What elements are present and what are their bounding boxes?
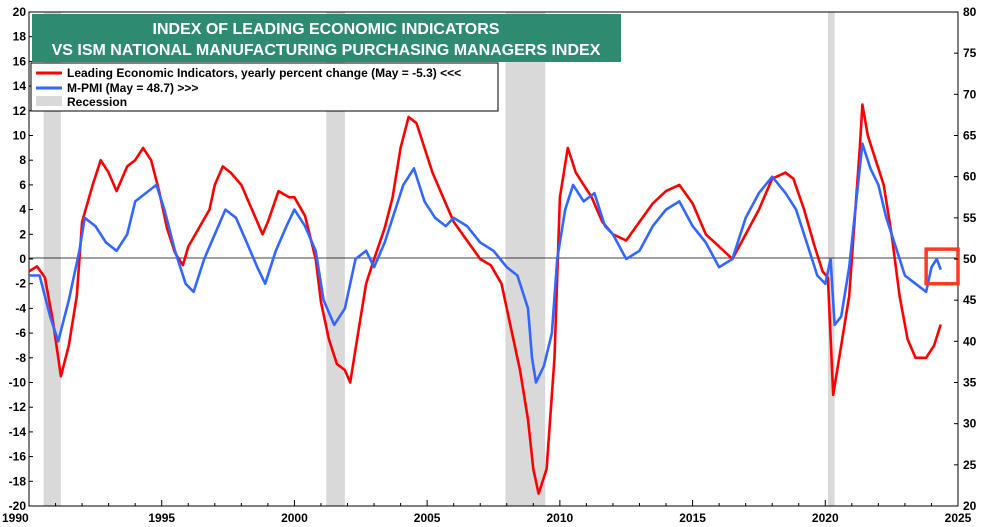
y-axis-right: 80 75 70 65 60 55 50 45 40 35 30 25 20: [954, 5, 977, 513]
y-left-tick-label: 12: [13, 104, 27, 118]
y-left-tick-label: -16: [9, 450, 27, 464]
x-tick-label: 2005: [414, 511, 441, 525]
chart-title: INDEX OF LEADING ECONOMIC INDICATORS: [153, 21, 500, 38]
y-right-tick-label: 50: [963, 252, 977, 266]
y-left-tick-label: 2: [19, 227, 26, 241]
title-background: [32, 14, 621, 62]
series-layer: [28, 103, 942, 495]
legend-swatch-recession: [36, 96, 62, 106]
title-box: INDEX OF LEADING ECONOMIC INDICATORS VS …: [32, 14, 621, 62]
y-right-tick-label: 35: [963, 376, 977, 390]
y-right-tick-label: 45: [963, 293, 977, 307]
y-left-tick-label: -12: [9, 400, 27, 414]
y-left-tick-label: -10: [9, 376, 27, 390]
y-right-tick-label: 65: [963, 129, 977, 143]
x-tick-label: 1995: [148, 511, 175, 525]
x-tick-label: 2025: [945, 511, 972, 525]
recession-band: [505, 12, 546, 506]
legend-label-recession: Recession: [67, 95, 127, 109]
y-left-tick-label: 20: [13, 5, 27, 19]
chart-subtitle: VS ISM NATIONAL MANUFACTURING PURCHASING…: [52, 42, 601, 59]
y-left-tick-label: -4: [15, 301, 26, 315]
recession-band: [326, 12, 345, 506]
x-tick-label: 2000: [281, 511, 308, 525]
y-left-tick-label: 6: [19, 178, 26, 192]
series-line-left: [28, 103, 942, 495]
legend-label-lei: Leading Economic Indicators, yearly perc…: [67, 66, 461, 80]
y-right-tick-label: 60: [963, 170, 977, 184]
x-tick-label: 1990: [2, 511, 29, 525]
x-tick-label: 2010: [547, 511, 574, 525]
recession-layer: [43, 12, 835, 506]
y-left-tick-label: 18: [13, 30, 27, 44]
legend: Leading Economic Indicators, yearly perc…: [30, 62, 499, 112]
y-left-tick-label: -8: [15, 351, 26, 365]
y-left-tick-label: 0: [19, 252, 26, 266]
y-left-tick-label: -6: [15, 326, 26, 340]
y-right-tick-label: 75: [963, 46, 977, 60]
legend-label-pmi: M-PMI (May = 48.7) >>>: [67, 81, 198, 95]
y-right-tick-label: 20: [963, 499, 977, 513]
y-left-tick-label: 10: [13, 129, 27, 143]
y-right-tick-label: 40: [963, 334, 977, 348]
y-right-tick-label: 30: [963, 417, 977, 431]
y-right-tick-label: 80: [963, 5, 977, 19]
y-axis-left: 20181614121086420-2-4-6-8-10-12-14-16-18…: [9, 5, 33, 513]
y-right-tick-label: 25: [963, 458, 977, 472]
highlight-box: [924, 247, 960, 286]
y-right-tick-label: 55: [963, 211, 977, 225]
x-tick-label: 2015: [679, 511, 706, 525]
y-left-tick-label: -18: [9, 474, 27, 488]
y-left-tick-label: -2: [15, 277, 26, 291]
x-tick-label: 2020: [812, 511, 839, 525]
x-axis: 1990 1995 2000 2005 2010 2015 2020 2025: [2, 500, 972, 525]
highlight-layer: [924, 247, 960, 286]
y-left-tick-label: -14: [9, 425, 27, 439]
recession-band: [43, 12, 61, 506]
y-left-tick-label: 4: [19, 203, 26, 217]
y-left-tick-label: 16: [13, 54, 27, 68]
y-left-tick-label: 8: [19, 153, 26, 167]
y-right-tick-label: 70: [963, 87, 977, 101]
y-left-tick-label: -20: [9, 499, 27, 513]
y-left-tick-label: 14: [13, 79, 27, 93]
series-line-right: [29, 142, 942, 384]
legend-frame: [30, 62, 499, 112]
